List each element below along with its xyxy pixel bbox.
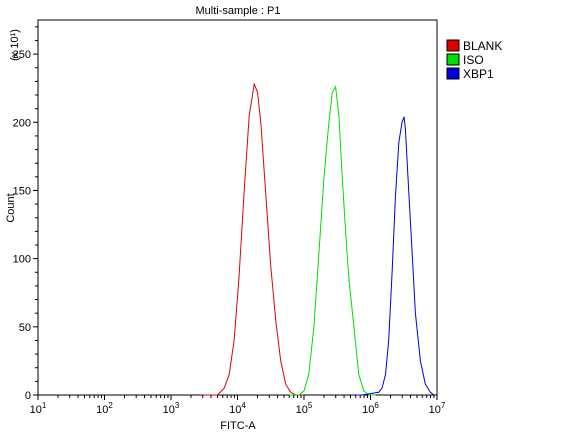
legend-swatch-blank [446,39,460,52]
series-line-xbp1 [355,116,435,396]
x-tick-label: 102 [96,401,113,416]
y-axis: 0 50 100 150 200 250 [13,26,38,402]
x-tick-label: 106 [362,401,379,416]
plot-frame [37,19,438,396]
y-tick-label: 50 [19,322,31,334]
y-axis-label: Count [5,193,17,222]
legend-label-xbp1: XBP1 [463,67,494,81]
legend-label-iso: ISO [463,53,484,67]
legend-swatch-iso [446,53,460,66]
y-multiplier-label: (x 10¹) [9,29,21,61]
x-tick-label: 105 [296,401,313,416]
series-line-blank [202,82,304,396]
legend-swatch-xbp1 [446,67,460,80]
y-tick-label: 250 [13,49,31,61]
x-axis: 101 102 103 104 105 106 107 [30,395,446,416]
x-tick-label: 104 [229,401,246,416]
y-tick-label: 150 [13,185,31,197]
x-tick-label: 101 [30,401,47,416]
x-tick-label: 103 [163,401,180,416]
series-line-iso [289,85,376,396]
chart-title: Multi-sample : P1 [196,5,281,17]
x-axis-label: FITC-A [220,420,256,432]
legend-label-blank: BLANK [463,39,502,53]
series-lines [202,82,435,396]
x-tick-label: 107 [429,401,446,416]
y-tick-label: 100 [13,254,31,266]
y-tick-label: 200 [13,117,31,129]
y-tick-label: 0 [25,390,31,402]
